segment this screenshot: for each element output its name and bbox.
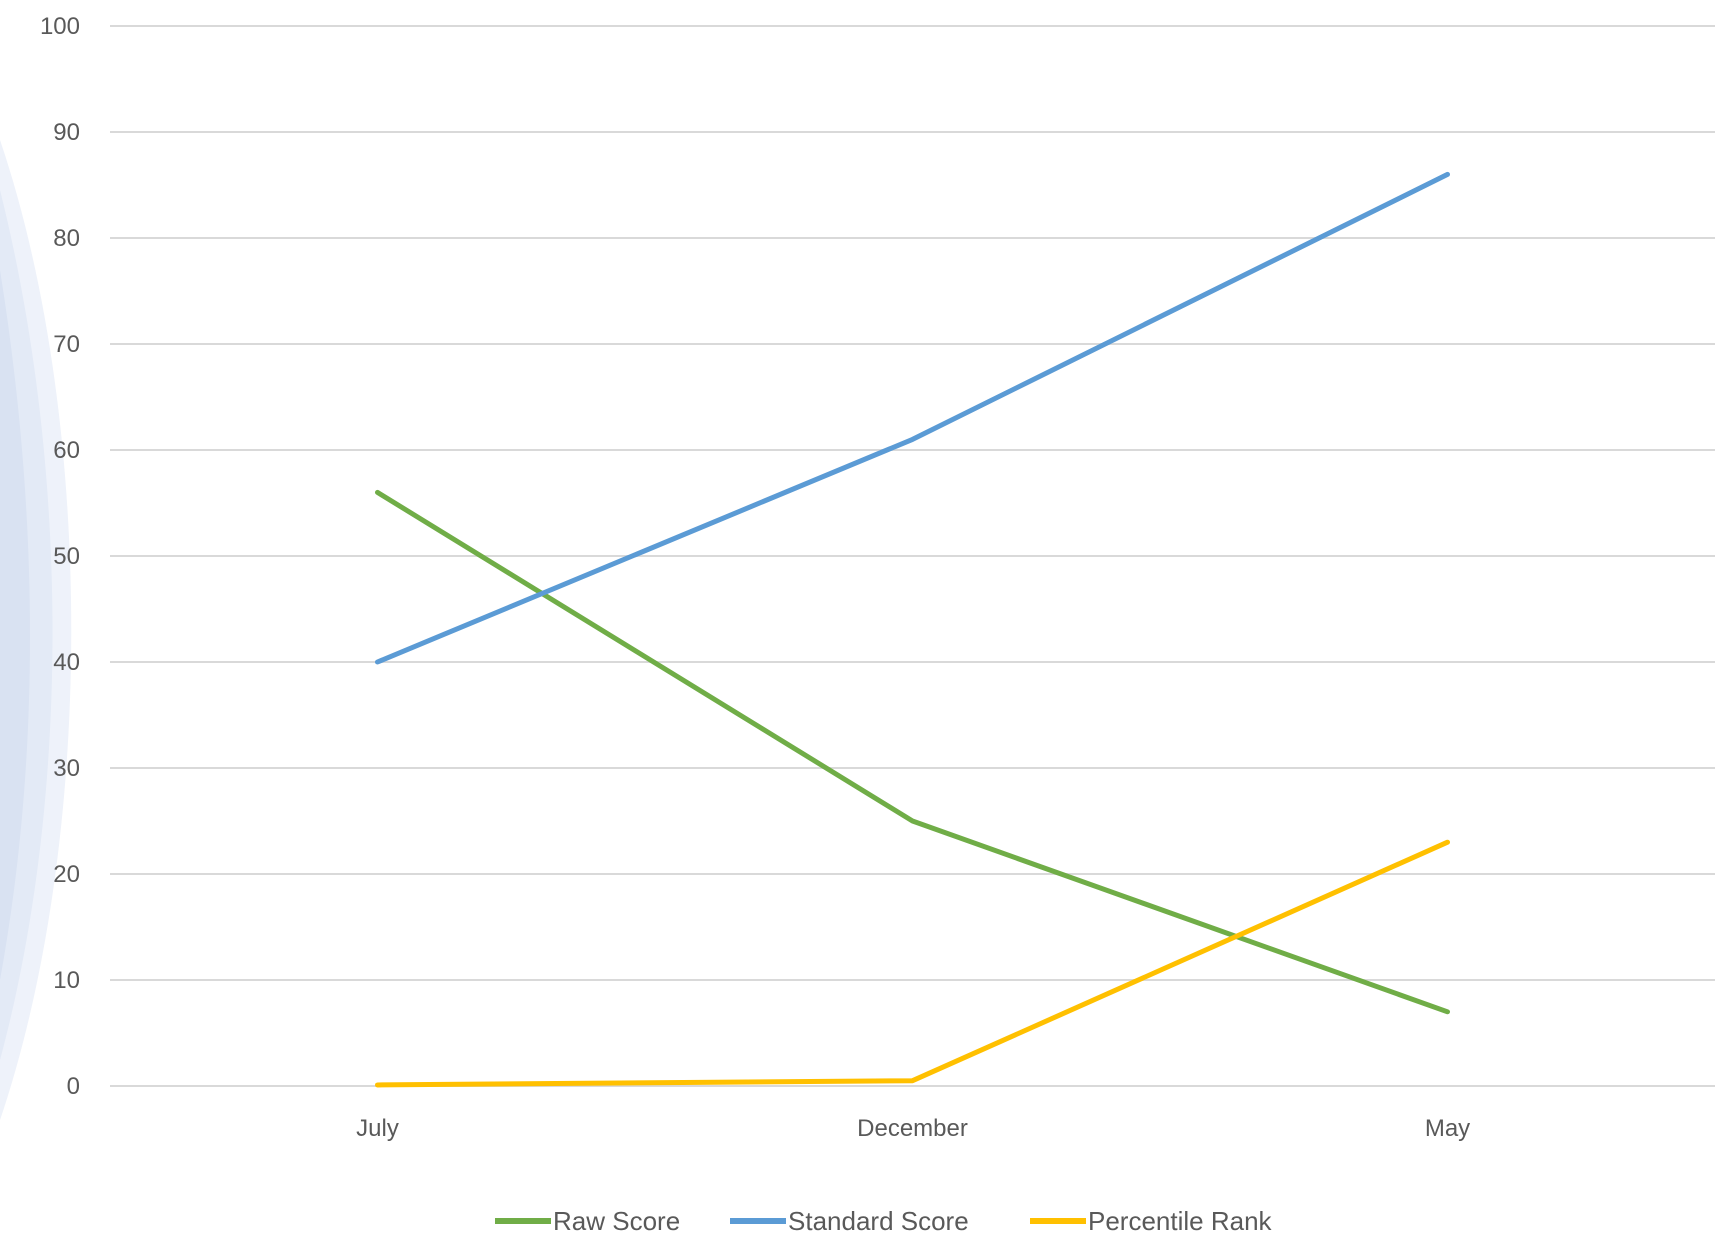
- y-axis-tick-labels: 0 10 20 30 40 50 60 70 80 90 100: [40, 13, 80, 1100]
- y-tick-label: 10: [53, 967, 80, 994]
- legend: Raw Score Standard Score Percentile Rank: [495, 1206, 1273, 1234]
- y-tick-label: 90: [53, 119, 80, 146]
- series-line-standard-score: [375, 171, 1450, 665]
- y-tick-label: 100: [40, 13, 80, 40]
- y-tick-label: 20: [53, 861, 80, 888]
- x-tick-label: July: [356, 1115, 399, 1142]
- gridlines: [110, 25, 1715, 1087]
- y-tick-label: 50: [53, 543, 80, 570]
- series-line-raw-score: [375, 489, 1450, 1015]
- legend-label: Percentile Rank: [1088, 1206, 1273, 1234]
- y-tick-label: 80: [53, 225, 80, 252]
- y-tick-label: 30: [53, 755, 80, 782]
- series-lines: [375, 171, 1450, 1088]
- x-axis-tick-labels: July December May: [356, 1115, 1470, 1142]
- y-tick-label: 60: [53, 437, 80, 464]
- y-tick-label: 40: [53, 649, 80, 676]
- y-tick-label: 70: [53, 331, 80, 358]
- legend-label: Raw Score: [553, 1206, 680, 1234]
- legend-label: Standard Score: [788, 1206, 969, 1234]
- x-tick-label: December: [857, 1115, 968, 1142]
- series-line-percentile-rank: [375, 839, 1450, 1088]
- y-tick-label: 0: [67, 1073, 80, 1100]
- x-tick-label: May: [1425, 1115, 1470, 1142]
- background-swoosh-decoration: [0, 140, 72, 1120]
